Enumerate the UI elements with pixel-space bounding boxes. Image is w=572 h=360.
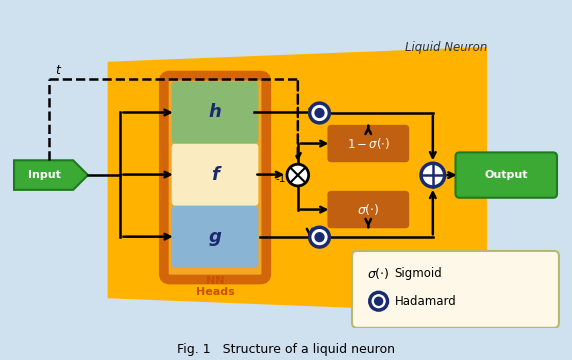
Text: NN
Heads: NN Heads	[196, 276, 235, 297]
FancyBboxPatch shape	[327, 191, 409, 228]
FancyBboxPatch shape	[172, 144, 259, 206]
FancyBboxPatch shape	[172, 81, 259, 144]
Circle shape	[309, 227, 329, 247]
Text: Sigmoid: Sigmoid	[395, 267, 442, 280]
Text: $1-\sigma(\cdot)$: $1-\sigma(\cdot)$	[347, 136, 390, 151]
Text: $\sigma(\cdot)$: $\sigma(\cdot)$	[367, 266, 390, 281]
Polygon shape	[108, 47, 487, 313]
Text: t: t	[55, 64, 60, 77]
Text: Hadamard: Hadamard	[395, 295, 456, 308]
Circle shape	[287, 164, 309, 186]
Text: Liquid Neuron: Liquid Neuron	[404, 41, 487, 54]
Text: Fig. 1   Structure of a liquid neuron: Fig. 1 Structure of a liquid neuron	[177, 343, 395, 356]
Text: $\sigma(\cdot)$: $\sigma(\cdot)$	[357, 202, 380, 217]
FancyBboxPatch shape	[164, 76, 267, 279]
FancyBboxPatch shape	[327, 125, 409, 162]
Text: f: f	[211, 166, 219, 184]
Circle shape	[315, 233, 324, 242]
FancyBboxPatch shape	[455, 152, 557, 198]
Text: Input: Input	[28, 170, 61, 180]
Circle shape	[375, 297, 383, 305]
Text: Output: Output	[484, 170, 528, 180]
Text: g: g	[209, 228, 221, 246]
Circle shape	[309, 103, 329, 123]
FancyBboxPatch shape	[172, 206, 259, 268]
Circle shape	[370, 292, 387, 310]
Circle shape	[315, 109, 324, 117]
Text: -1: -1	[275, 174, 285, 184]
Circle shape	[421, 163, 444, 187]
FancyBboxPatch shape	[352, 251, 559, 328]
Text: h: h	[209, 103, 221, 121]
Polygon shape	[14, 160, 88, 190]
